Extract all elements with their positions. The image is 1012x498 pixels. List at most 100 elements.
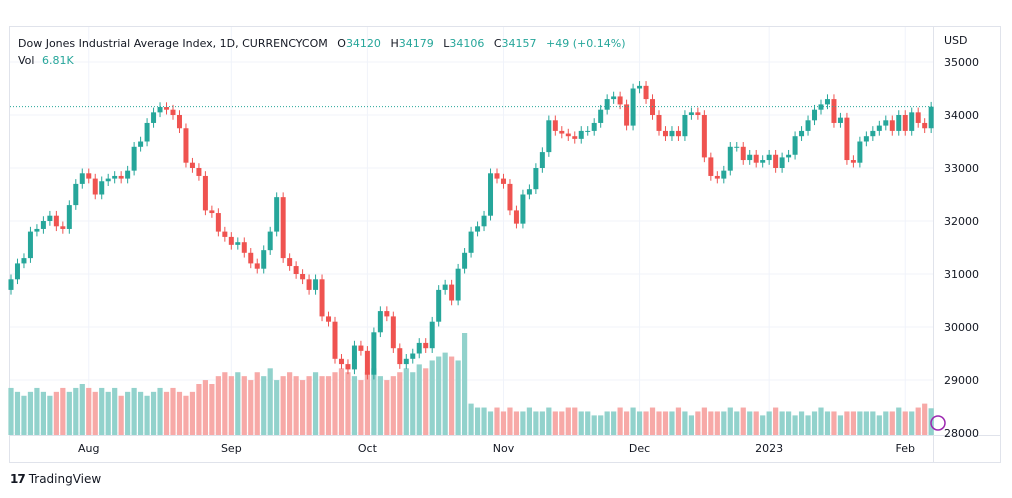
candle-body xyxy=(138,141,144,147)
candle-body xyxy=(455,268,461,301)
candle-body xyxy=(468,231,474,253)
y-tick-label: 29000 xyxy=(944,374,979,387)
scroll-to-realtime-icon[interactable] xyxy=(930,415,946,431)
volume-bar xyxy=(261,376,267,435)
y-tick-label: 28000 xyxy=(944,427,979,440)
candle-body xyxy=(805,120,811,131)
candle-body xyxy=(760,160,766,163)
candle-body xyxy=(462,252,468,269)
volume-bar xyxy=(125,391,131,435)
volume-bar xyxy=(397,372,403,435)
candle-body xyxy=(364,350,370,375)
volume-bar xyxy=(92,391,98,435)
volume-bar xyxy=(779,411,785,435)
volume-bar xyxy=(636,411,643,435)
candle-body xyxy=(714,175,720,179)
volume-bar xyxy=(267,368,273,435)
candle-body xyxy=(520,194,526,224)
candle-body xyxy=(637,85,643,89)
candle-body xyxy=(656,115,662,131)
volume-bar xyxy=(222,372,228,435)
volume-bar xyxy=(157,387,163,435)
y-tick-label: 31000 xyxy=(944,268,979,281)
candle-body xyxy=(345,364,351,370)
volume-bar xyxy=(753,411,759,435)
volume-bar xyxy=(138,391,144,435)
candle-body xyxy=(267,231,273,251)
volume-bar xyxy=(773,407,779,435)
volume-bar xyxy=(578,411,584,435)
candle-body xyxy=(351,345,357,370)
volume-bar xyxy=(248,380,254,435)
candle-body xyxy=(306,279,312,290)
candle-body xyxy=(274,197,280,232)
candle-body xyxy=(591,122,597,131)
volume-bar xyxy=(487,411,494,435)
candle-body xyxy=(682,115,688,137)
candle-body xyxy=(338,358,344,365)
candle-body xyxy=(151,112,157,123)
volume-bar xyxy=(727,407,733,435)
volume-bar xyxy=(876,415,882,435)
y-tick-label: 33000 xyxy=(944,162,979,175)
volume-bar xyxy=(474,407,481,435)
volume-bar xyxy=(902,411,908,435)
high-value: 34179 xyxy=(398,37,434,50)
y-tick-label: 35000 xyxy=(944,56,979,69)
tradingview-logo[interactable]: 17 TradingView xyxy=(10,472,101,486)
open-value: 34120 xyxy=(345,37,381,50)
close-label: C xyxy=(493,37,502,50)
volume-bar xyxy=(384,380,390,435)
candle-body xyxy=(228,236,234,245)
candle-body xyxy=(429,321,435,349)
volume-bar xyxy=(565,407,571,435)
candle-body xyxy=(546,120,552,153)
candle-body xyxy=(209,210,215,214)
candle-body xyxy=(189,162,195,168)
high-label: H xyxy=(390,37,399,50)
volume-bar xyxy=(598,415,604,435)
volume-bar xyxy=(241,376,247,435)
candle-body xyxy=(27,231,33,259)
candle-body xyxy=(747,154,753,161)
volume-bar xyxy=(300,380,306,435)
volume-bar xyxy=(105,391,111,435)
candle-body xyxy=(105,178,111,182)
candle-body xyxy=(559,130,565,134)
volume-bar xyxy=(526,407,532,435)
candle-body xyxy=(293,266,299,274)
candle-body xyxy=(170,109,176,115)
candle-body xyxy=(423,342,429,349)
volume-bar xyxy=(47,395,53,435)
volume-bar xyxy=(520,411,526,435)
volume-bar xyxy=(552,411,558,435)
candle-body xyxy=(222,231,228,237)
volume-bar xyxy=(591,415,597,435)
candle-body xyxy=(280,197,286,259)
candle-body xyxy=(513,210,519,224)
volume-bar xyxy=(792,415,798,435)
candle-body xyxy=(870,130,876,137)
candle-body xyxy=(215,213,221,232)
candle-body xyxy=(850,160,856,163)
candle-body xyxy=(73,183,79,206)
candle-body xyxy=(844,117,850,161)
volume-bar xyxy=(112,387,118,435)
volume-bar xyxy=(513,411,520,435)
volume-bar xyxy=(189,391,196,435)
candle-body xyxy=(261,250,267,269)
candle-body xyxy=(144,122,150,142)
symbol-title[interactable]: Dow Jones Industrial Average Index, 1D, … xyxy=(18,37,328,50)
candle-body xyxy=(481,215,487,227)
candle-body xyxy=(397,348,403,365)
candle-body xyxy=(488,173,494,216)
volume-bar xyxy=(695,411,701,435)
volume-bar xyxy=(831,411,837,435)
candle-body xyxy=(643,85,649,100)
volume-bar xyxy=(319,376,325,435)
volume-bar xyxy=(403,368,409,435)
candle-body xyxy=(507,183,513,211)
legend-ohlc-row: Dow Jones Industrial Average Index, 1D, … xyxy=(18,35,626,52)
low-value: 34106 xyxy=(449,37,485,50)
